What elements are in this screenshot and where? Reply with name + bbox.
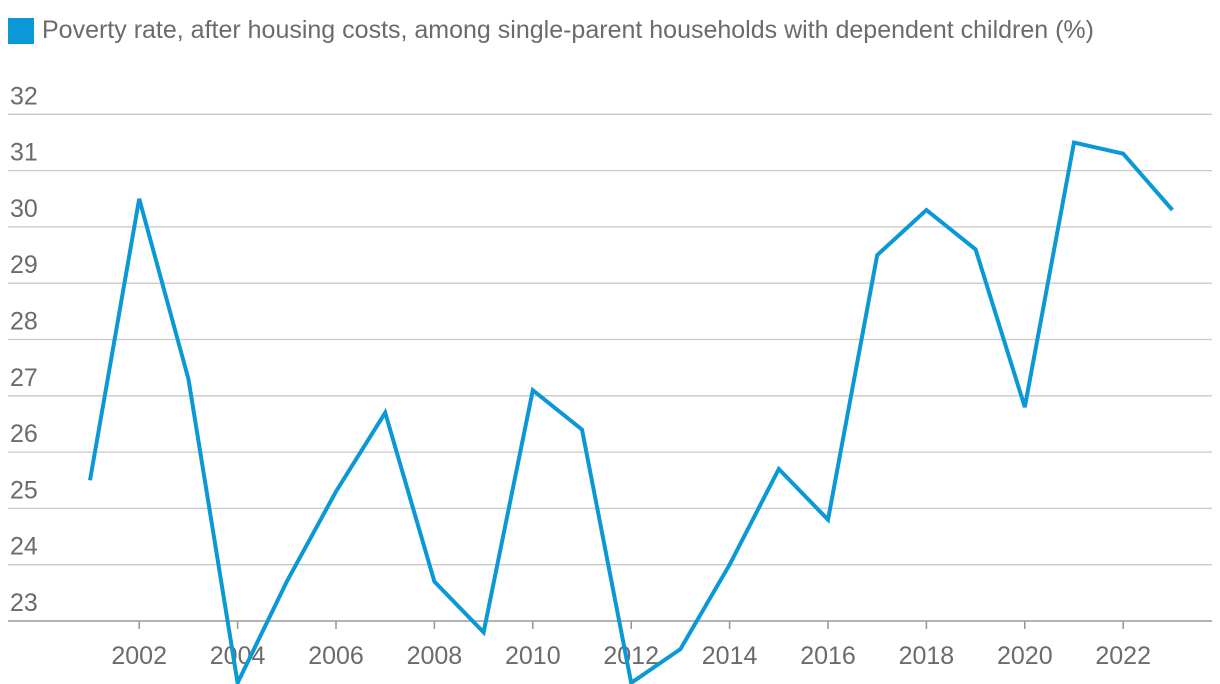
- chart-legend: Poverty rate, after housing costs, among…: [8, 16, 1094, 45]
- y-tick-label: 23: [10, 589, 38, 617]
- x-tick-label: 2012: [603, 642, 659, 670]
- x-tick-label: 2006: [308, 642, 364, 670]
- x-tick-label: 2016: [800, 642, 856, 670]
- data-point: [1121, 152, 1125, 156]
- data-point: [1072, 140, 1076, 144]
- data-point: [924, 208, 928, 212]
- y-tick-label: 29: [10, 251, 38, 279]
- data-point: [974, 247, 978, 251]
- x-tick-label: 2018: [899, 642, 955, 670]
- data-point: [826, 518, 830, 522]
- data-point: [137, 197, 141, 201]
- x-tick-label: 2014: [702, 642, 758, 670]
- gridlines: [8, 113, 1212, 622]
- y-tick-label: 31: [10, 139, 38, 167]
- data-point: [875, 253, 879, 257]
- data-point: [383, 411, 387, 415]
- data-point: [777, 467, 781, 471]
- legend-label: Poverty rate, after housing costs, among…: [42, 16, 1094, 44]
- data-point: [531, 388, 535, 392]
- y-tick-label: 26: [10, 420, 38, 448]
- y-tick-label: 28: [10, 308, 38, 336]
- y-axis: 23 24 25 26 27 28 29 30 31 32: [10, 82, 38, 617]
- x-tick-label: 2010: [505, 642, 561, 670]
- data-point: [1170, 208, 1174, 212]
- x-tick-label: 2002: [111, 642, 167, 670]
- x-axis: 2002 2004 2006 2008 2010 2012 2014 2016 2018 2020…: [111, 621, 1151, 670]
- y-tick-label: 32: [10, 82, 38, 110]
- x-tick-label: 2008: [407, 642, 463, 670]
- y-tick-label: 27: [10, 364, 38, 392]
- y-tick-label: 30: [10, 195, 38, 223]
- data-point: [334, 490, 338, 494]
- data-point: [678, 647, 682, 651]
- y-tick-label: 25: [10, 476, 38, 504]
- series-layer: [88, 140, 1174, 684]
- legend-swatch: [8, 17, 34, 44]
- series-line: [88, 140, 1174, 684]
- data-point: [482, 630, 486, 634]
- data-point: [285, 580, 289, 584]
- y-tick-label: 24: [10, 533, 38, 561]
- x-tick-label: 2022: [1095, 642, 1151, 670]
- x-tick-label: 2020: [997, 642, 1053, 670]
- data-point: [186, 377, 190, 381]
- data-point: [728, 563, 732, 567]
- data-point: [88, 478, 92, 482]
- data-point: [432, 580, 436, 584]
- data-point: [580, 428, 584, 432]
- data-point: [1023, 405, 1027, 409]
